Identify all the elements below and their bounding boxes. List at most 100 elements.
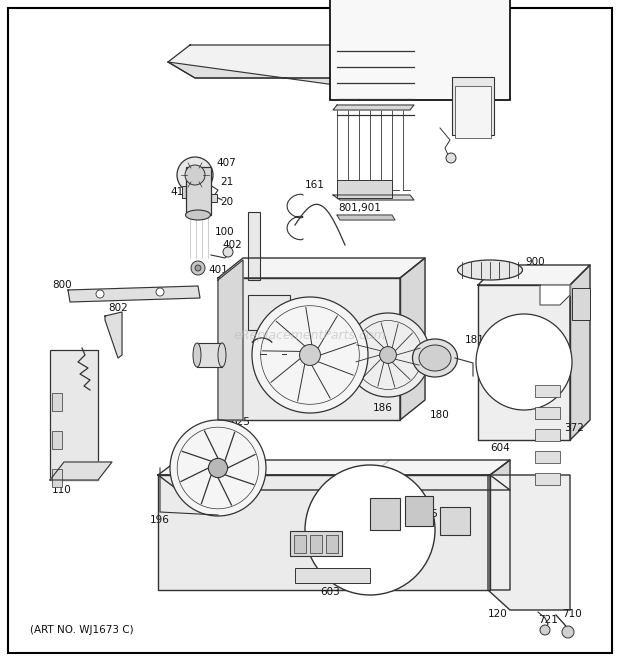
Ellipse shape: [412, 339, 458, 377]
Circle shape: [379, 346, 396, 364]
Text: 20: 20: [220, 197, 233, 207]
Text: 803: 803: [233, 267, 253, 277]
Bar: [330, 0, 510, 100]
Text: (ART NO. WJ1673 C): (ART NO. WJ1673 C): [30, 625, 134, 635]
Bar: [440, 507, 470, 535]
Polygon shape: [218, 260, 243, 420]
Polygon shape: [168, 62, 435, 98]
Text: 802: 802: [108, 303, 128, 313]
Text: 625: 625: [230, 417, 250, 427]
Text: eReplacementParts.com: eReplacementParts.com: [234, 329, 386, 342]
Text: 190: 190: [208, 503, 228, 513]
Bar: [52, 469, 62, 487]
Text: 186: 186: [373, 403, 393, 413]
Circle shape: [177, 157, 213, 193]
Bar: [50, 350, 98, 480]
Polygon shape: [168, 45, 455, 78]
Text: 800: 800: [52, 280, 72, 290]
Polygon shape: [218, 258, 425, 278]
Bar: [52, 393, 62, 411]
Circle shape: [562, 626, 574, 638]
Text: 180: 180: [430, 410, 450, 420]
Text: 407: 407: [216, 158, 236, 168]
Text: 721: 721: [538, 615, 558, 625]
Bar: [370, 498, 400, 530]
Text: 320: 320: [445, 517, 465, 527]
Text: 603: 603: [320, 587, 340, 597]
Text: 161: 161: [305, 180, 325, 190]
Text: 590: 590: [445, 33, 465, 43]
Circle shape: [540, 625, 550, 635]
Text: 372: 372: [564, 423, 584, 433]
Ellipse shape: [193, 343, 201, 367]
Bar: [535, 385, 560, 397]
Bar: [205, 194, 217, 202]
Text: 365: 365: [458, 117, 478, 127]
Circle shape: [195, 265, 201, 271]
Polygon shape: [490, 460, 510, 590]
Text: 120: 120: [488, 609, 508, 619]
Ellipse shape: [458, 260, 523, 280]
Circle shape: [191, 261, 205, 275]
Bar: [455, 86, 491, 138]
Bar: [52, 431, 62, 449]
Text: 402: 402: [222, 240, 242, 250]
Bar: [337, 180, 392, 198]
Bar: [535, 407, 560, 419]
Polygon shape: [68, 286, 200, 302]
Polygon shape: [158, 475, 490, 590]
Bar: [405, 496, 433, 526]
Polygon shape: [50, 462, 112, 480]
Text: 401: 401: [208, 265, 228, 275]
Polygon shape: [570, 265, 590, 440]
Polygon shape: [478, 265, 590, 285]
Circle shape: [96, 290, 104, 298]
Text: 725: 725: [418, 509, 438, 519]
Bar: [248, 212, 260, 280]
Text: 110: 110: [52, 485, 72, 495]
Bar: [572, 288, 590, 320]
Bar: [294, 535, 306, 553]
Text: 900: 900: [525, 257, 544, 267]
Circle shape: [223, 247, 233, 257]
Text: 196: 196: [150, 515, 170, 525]
Bar: [248, 295, 290, 330]
Polygon shape: [540, 285, 570, 305]
Text: 21: 21: [220, 177, 233, 187]
Text: 160: 160: [75, 390, 95, 400]
Bar: [535, 473, 560, 485]
Text: 100: 100: [215, 227, 234, 237]
Text: 726: 726: [375, 513, 395, 523]
Circle shape: [476, 314, 572, 410]
Text: 361,362: 361,362: [338, 92, 381, 102]
Bar: [197, 343, 222, 367]
Text: 575: 575: [298, 570, 318, 580]
Bar: [326, 535, 338, 553]
Polygon shape: [337, 215, 395, 220]
Circle shape: [156, 288, 164, 296]
Bar: [186, 167, 211, 215]
Ellipse shape: [185, 210, 211, 220]
Ellipse shape: [218, 343, 226, 367]
Text: 710: 710: [562, 609, 582, 619]
Circle shape: [299, 344, 321, 366]
Text: 181: 181: [465, 335, 485, 345]
Polygon shape: [400, 258, 425, 420]
Circle shape: [346, 313, 430, 397]
Ellipse shape: [419, 345, 451, 371]
Bar: [310, 535, 322, 553]
Polygon shape: [488, 475, 570, 610]
Polygon shape: [478, 285, 570, 440]
Circle shape: [185, 165, 205, 185]
Polygon shape: [218, 278, 400, 420]
Circle shape: [252, 297, 368, 413]
Text: 411: 411: [170, 187, 190, 197]
Bar: [535, 429, 560, 441]
Text: 604: 604: [490, 443, 510, 453]
Text: 801,901: 801,901: [338, 203, 381, 213]
Bar: [535, 451, 560, 463]
Polygon shape: [333, 195, 414, 200]
Circle shape: [446, 153, 456, 163]
Polygon shape: [333, 105, 414, 110]
Polygon shape: [105, 312, 122, 358]
